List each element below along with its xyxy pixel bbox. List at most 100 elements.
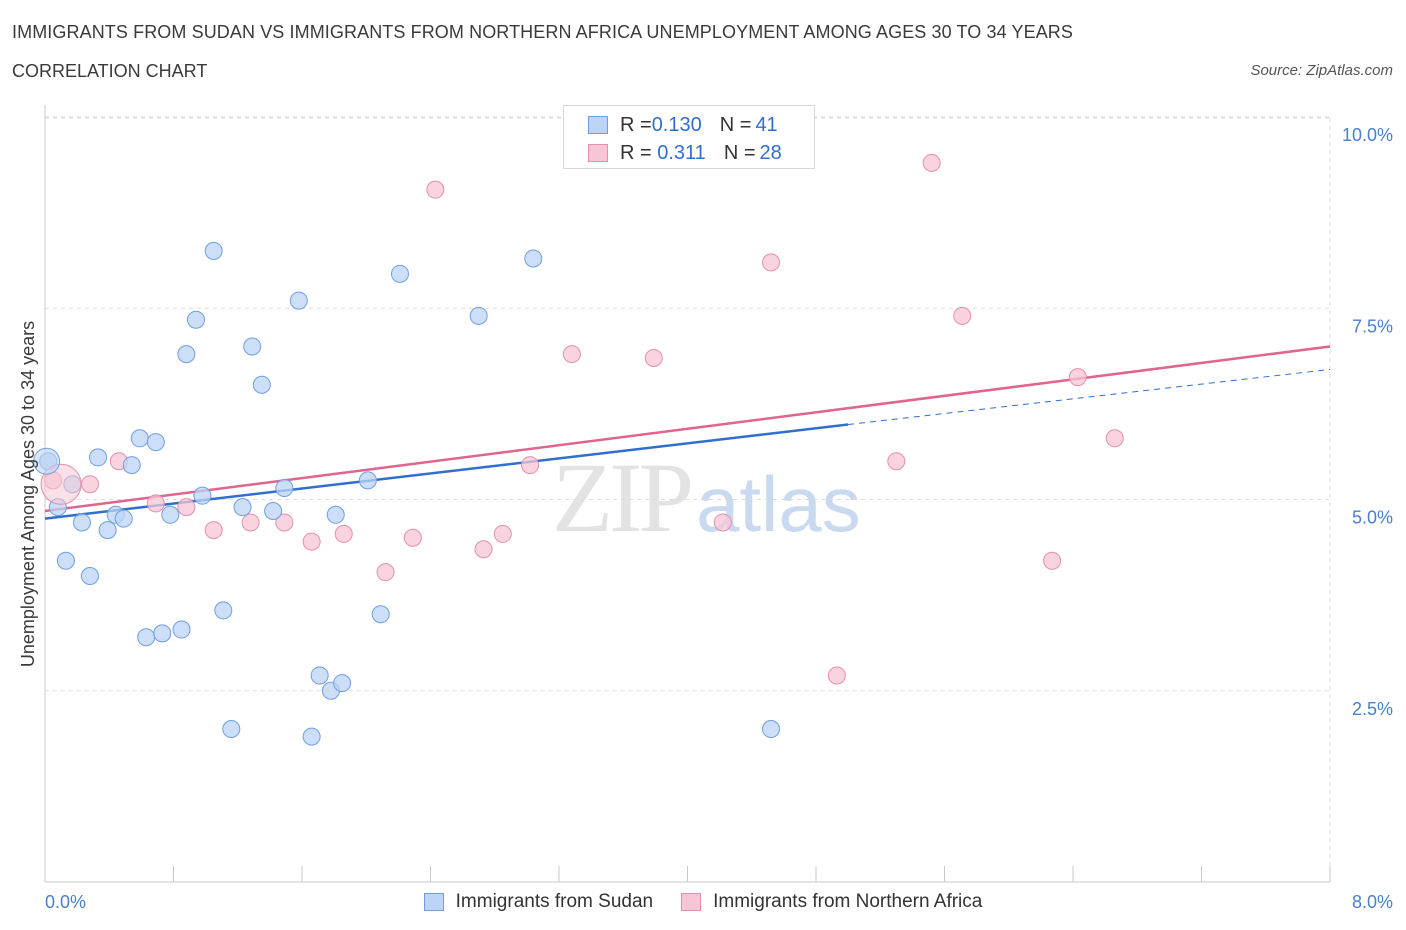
x-tick-label: 0.0% — [45, 892, 86, 912]
r-label: R = — [620, 141, 652, 164]
r-label: R = — [620, 113, 652, 136]
point-sudan — [122, 456, 141, 475]
nafrica-legend-swatch — [681, 893, 702, 911]
point-nafrica — [334, 524, 353, 543]
label-layer: 2.5% 5.0% 7.5% 10.0% 0.0% 8.0% Unemployment Am… — [18, 125, 1393, 912]
point-nafrica — [426, 180, 445, 199]
point-sudan — [333, 674, 352, 693]
trendline-nafrica — [44, 345, 1331, 513]
point-nafrica — [827, 666, 846, 685]
point-nafrica — [1068, 368, 1087, 387]
chart-title: IMMIGRANTS FROM SUDAN VS IMMIGRANTS FROM… — [12, 22, 1074, 42]
point-sudan — [72, 513, 91, 532]
y-tick-label: 5.0% — [1352, 508, 1393, 528]
point-sudan — [114, 509, 133, 528]
point-nafrica — [1043, 551, 1062, 570]
point-sudan — [275, 479, 294, 498]
watermark-atlas: atlas — [696, 460, 861, 548]
point-nafrica — [493, 524, 512, 543]
trendline-sudan-extension — [848, 368, 1331, 426]
watermark: ZIPatlas — [552, 440, 861, 555]
point-sudan — [289, 291, 308, 310]
point-sudan — [243, 337, 262, 356]
point-nafrica — [177, 498, 196, 517]
series-legend: Immigrants from Sudan Immigrants from No… — [0, 889, 1406, 915]
n-value: 41 — [755, 113, 778, 136]
point-sudan — [264, 501, 283, 520]
grid-layer — [45, 116, 1331, 882]
point-nafrica — [204, 521, 223, 540]
stats-legend: R = 0.130 N = 41 R = 0.311 N = 28 — [563, 105, 815, 169]
point-sudan — [358, 471, 377, 490]
n-label: N = — [723, 141, 756, 164]
point-sudan — [98, 521, 117, 540]
point-sudan — [186, 310, 205, 329]
point-sudan — [193, 486, 212, 505]
point-nafrica — [241, 513, 260, 532]
source-label: Source: ZipAtlas.com — [1250, 62, 1393, 79]
point-sudan — [762, 720, 781, 738]
point-nafrica — [376, 563, 395, 582]
point-sudan — [214, 601, 233, 620]
point-nafrica — [762, 253, 781, 272]
point-sudan — [137, 628, 156, 647]
legend-label-sudan: Immigrants from Sudan — [455, 891, 654, 912]
point-sudan — [252, 375, 271, 394]
point-nafrica — [562, 345, 581, 364]
point-sudan — [326, 505, 345, 524]
point-nafrica — [644, 348, 663, 367]
point-sudan — [524, 249, 543, 268]
point-sudan — [390, 264, 409, 283]
trendline-sudan — [44, 423, 849, 520]
point-nafrica — [80, 475, 99, 494]
legend-item-nafrica[interactable]: Immigrants from Northern Africa — [681, 891, 982, 913]
point-nafrica — [713, 513, 732, 532]
point-sudan — [222, 720, 241, 738]
point-nafrica — [474, 540, 493, 559]
point-sudan — [130, 429, 149, 448]
point-nafrica — [275, 513, 294, 532]
point-sudan — [89, 448, 108, 467]
axis-layer — [44, 105, 1331, 883]
point-sudan — [233, 498, 252, 517]
n-value: 28 — [759, 141, 782, 164]
point-sudan — [80, 567, 99, 585]
point-sudan-cluster — [33, 447, 61, 475]
point-sudan — [310, 666, 329, 685]
point-nafrica-cluster — [40, 463, 82, 505]
stats-row-nafrica: R = 0.311 N = 28 — [588, 141, 782, 165]
sudan-swatch — [588, 116, 608, 134]
point-nafrica — [922, 153, 941, 172]
point-sudan — [172, 620, 191, 639]
watermark-zip: ZIP — [552, 442, 694, 553]
point-sudan — [371, 605, 390, 624]
y-tick-label: 7.5% — [1352, 316, 1393, 336]
point-nafrica — [887, 452, 906, 471]
point-nafrica — [953, 306, 972, 325]
point-sudan — [469, 306, 488, 325]
nafrica-swatch — [588, 144, 608, 162]
point-nafrica — [146, 494, 165, 513]
y-tick-label: 10.0% — [1342, 125, 1393, 145]
n-label: N = — [719, 113, 752, 136]
point-sudan — [161, 505, 180, 524]
sudan-legend-swatch — [423, 893, 444, 911]
trend-layer — [44, 345, 1331, 520]
point-nafrica — [302, 532, 321, 551]
points-layer — [33, 146, 1124, 746]
point-nafrica — [403, 528, 422, 547]
y-axis-title: Unemployment Among Ages 30 to 34 years — [18, 321, 38, 667]
y-tick-label: 2.5% — [1352, 699, 1393, 719]
legend-label-nafrica: Immigrants from Northern Africa — [713, 891, 983, 912]
r-value: 0.130 — [651, 113, 702, 136]
x-tick-label: 8.0% — [1352, 892, 1393, 912]
point-sudan — [146, 433, 165, 452]
point-nafrica — [1105, 429, 1124, 448]
point-sudan — [204, 241, 223, 260]
point-sudan — [177, 345, 196, 364]
point-sudan — [153, 624, 172, 643]
legend-item-sudan[interactable]: Immigrants from Sudan — [423, 891, 654, 913]
point-nafrica — [521, 456, 540, 475]
point-sudan — [56, 551, 75, 570]
chart-subtitle: CORRELATION CHART — [12, 61, 208, 81]
